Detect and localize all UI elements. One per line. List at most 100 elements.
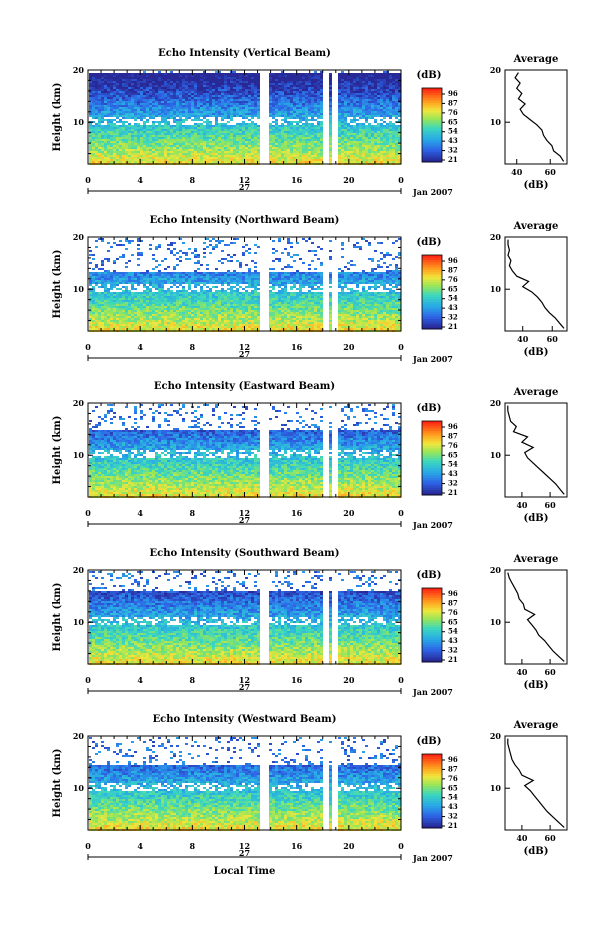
heat-cell xyxy=(368,101,371,103)
heat-cell xyxy=(299,125,302,127)
heat-cell xyxy=(209,123,212,125)
heat-cell xyxy=(92,145,95,147)
heat-cell xyxy=(245,77,248,79)
heat-cell xyxy=(350,153,353,155)
heat-cell xyxy=(269,145,272,147)
heat-cell xyxy=(176,83,179,85)
heat-cell xyxy=(281,272,284,274)
heat-cell xyxy=(200,97,203,99)
heat-cell xyxy=(152,276,155,278)
heat-cell xyxy=(197,77,200,79)
heat-cell xyxy=(164,133,167,135)
heat-cell xyxy=(392,97,395,99)
heat-cell xyxy=(137,75,140,77)
heat-cell xyxy=(353,264,356,266)
heat-cell xyxy=(173,151,176,153)
heat-cell xyxy=(236,89,239,91)
heat-cell xyxy=(356,129,359,131)
heat-cell xyxy=(383,101,386,103)
heat-cell xyxy=(278,101,281,103)
heat-cell xyxy=(152,107,155,109)
heat-cell xyxy=(203,147,206,149)
heat-cell xyxy=(161,127,164,129)
heat-cell xyxy=(275,91,278,93)
heat-cell xyxy=(221,274,224,276)
heat-cell xyxy=(203,107,206,109)
heat-cell xyxy=(128,117,131,119)
heat-cell xyxy=(224,73,227,75)
heat-cell xyxy=(116,79,119,81)
heat-cell xyxy=(242,161,245,163)
heat-cell xyxy=(377,272,380,274)
heat-cell xyxy=(269,159,272,161)
heat-cell xyxy=(329,139,332,141)
heat-cell xyxy=(371,133,374,135)
heat-cell xyxy=(356,111,359,113)
heat-cell xyxy=(137,143,140,145)
heat-cell xyxy=(194,157,197,159)
heat-cell xyxy=(104,91,107,93)
heat-cell xyxy=(128,103,131,105)
heat-cell xyxy=(95,87,98,89)
heat-cell xyxy=(140,79,143,81)
heat-cell xyxy=(215,89,218,91)
heat-cell xyxy=(392,73,395,75)
heat-cell xyxy=(104,95,107,97)
heat-cell xyxy=(119,145,122,147)
colorbar-segment xyxy=(422,134,442,138)
heat-cell xyxy=(374,87,377,89)
heat-cell xyxy=(233,149,236,151)
heat-cell xyxy=(275,109,278,111)
heat-cell xyxy=(212,97,215,99)
heat-cell xyxy=(95,91,98,93)
heat-cell xyxy=(152,113,155,115)
heat-cell xyxy=(248,83,251,85)
heat-cell xyxy=(92,111,95,113)
heat-cell xyxy=(155,153,158,155)
heat-cell xyxy=(110,127,113,129)
heat-cell xyxy=(221,135,224,137)
heat-cell xyxy=(134,129,137,131)
heat-cell xyxy=(362,97,365,99)
heat-cell xyxy=(275,113,278,115)
heat-cell xyxy=(278,81,281,83)
heat-cell xyxy=(110,145,113,147)
heat-cell xyxy=(161,113,164,115)
colorbar-segment xyxy=(422,132,442,136)
heat-cell xyxy=(377,264,380,266)
heat-cell xyxy=(179,141,182,143)
heat-cell xyxy=(221,89,224,91)
heat-cell xyxy=(218,99,221,101)
heat-cell xyxy=(203,155,206,157)
heat-cell xyxy=(383,109,386,111)
heat-cell xyxy=(197,147,200,149)
heat-cell xyxy=(143,99,146,101)
heat-cell xyxy=(89,157,92,159)
heat-cell xyxy=(224,153,227,155)
heat-cell xyxy=(104,101,107,103)
heat-cell xyxy=(116,272,119,274)
heat-cell xyxy=(380,115,383,117)
heat-cell xyxy=(350,107,353,109)
heat-cell xyxy=(395,127,398,129)
heat-cell xyxy=(242,149,245,151)
heat-cell xyxy=(305,89,308,91)
heat-cell xyxy=(248,103,251,105)
heat-cell xyxy=(89,83,92,85)
heat-cell xyxy=(344,79,347,81)
heat-cell xyxy=(119,73,122,75)
heat-cell xyxy=(242,254,245,256)
heat-cell xyxy=(107,107,110,109)
heat-cell xyxy=(251,81,254,83)
heat-cell xyxy=(341,244,344,246)
heat-cell xyxy=(359,143,362,145)
heat-cell xyxy=(347,268,350,270)
heat-cell xyxy=(371,81,374,83)
heat-cell xyxy=(140,81,143,83)
heat-cell xyxy=(356,149,359,151)
heat-cell xyxy=(254,137,257,139)
heat-cell xyxy=(134,103,137,105)
heat-cell xyxy=(245,153,248,155)
heat-cell xyxy=(173,131,176,133)
heat-cell xyxy=(284,139,287,141)
